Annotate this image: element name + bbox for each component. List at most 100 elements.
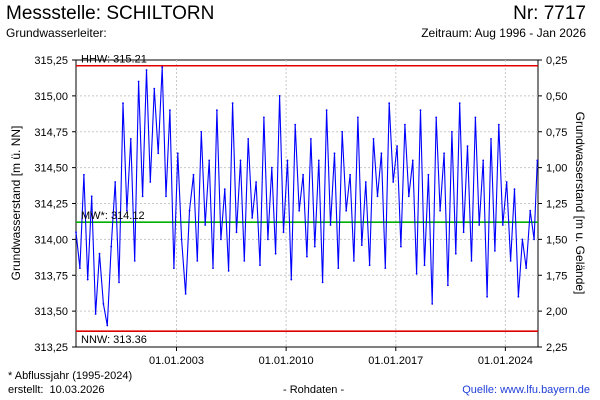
data-point — [458, 102, 461, 104]
x-tick-label: 01.01.2003 — [149, 355, 204, 367]
source-link[interactable]: Quelle: www.lfu.bayern.de — [462, 384, 590, 396]
y-tick-label-right: 2,00 — [546, 306, 567, 318]
data-point — [180, 238, 183, 241]
data-point — [411, 159, 414, 162]
data-point — [306, 255, 308, 258]
data-point — [478, 224, 481, 226]
data-point — [192, 173, 195, 176]
y-tick-label-left: 313,75 — [34, 270, 68, 282]
created-label: erstellt: — [8, 384, 44, 396]
created-date: 10.03.2026 — [49, 384, 105, 396]
data-point — [184, 293, 187, 295]
x-axis: 01.01.2003 01.01.2010 01.01.2017 01.01.2024 — [149, 347, 533, 367]
data-point — [90, 195, 93, 198]
y-tick-label-left: 315,00 — [34, 91, 68, 103]
data-point — [451, 130, 453, 133]
y-axis-right: 2,25 2,00 1,75 1,50 1,25 1,00 0,75 0,50 0,25 — [538, 55, 567, 354]
data-point — [337, 267, 340, 269]
data-point — [419, 109, 422, 112]
data-point — [243, 260, 246, 262]
station-label: Messstelle: — [6, 3, 102, 24]
data-point — [86, 278, 89, 281]
data-point — [153, 87, 156, 90]
period-value: Aug 1996 - Jan 2026 — [474, 26, 586, 40]
data-point — [494, 250, 496, 252]
data-point — [345, 209, 348, 212]
data-point — [282, 231, 285, 234]
y-tick-label-left: 315,25 — [34, 55, 68, 67]
y-tick-label-right: 2,25 — [546, 342, 567, 354]
data-point — [435, 116, 438, 119]
data-point — [376, 195, 379, 198]
data-point — [349, 173, 351, 176]
data-point — [231, 102, 234, 104]
data-point — [400, 245, 402, 248]
data-point — [443, 152, 445, 155]
station-number: Nr: 7717 — [513, 3, 586, 25]
y-axis-title-left: Grundwasserstand [m ü. NN] — [9, 126, 23, 281]
data-point — [223, 188, 226, 191]
data-point — [329, 224, 332, 226]
hhw-label: HHW: 315.21 — [81, 54, 147, 66]
data-point — [267, 238, 269, 241]
data-point — [333, 152, 336, 155]
x-tick-label: 01.01.2024 — [478, 355, 533, 367]
data-point — [368, 264, 371, 267]
data-point — [431, 303, 434, 305]
y-tick-label-left: 314,75 — [34, 127, 68, 139]
data-point — [149, 181, 152, 183]
y-tick-label-right: 0,50 — [546, 91, 567, 103]
data-point — [357, 116, 359, 119]
data-point — [286, 159, 289, 162]
y-tick-label-left: 313,25 — [34, 342, 68, 354]
data-point — [157, 152, 160, 155]
data-point — [321, 281, 324, 284]
data-point — [505, 181, 508, 183]
data-point — [110, 245, 113, 248]
aquifer-label: Grundwasserleiter: — [6, 26, 107, 40]
data-point — [380, 152, 383, 155]
data-point — [482, 159, 485, 162]
data-point — [529, 209, 532, 212]
data-point — [106, 324, 109, 327]
series-line — [75, 66, 538, 327]
data-point — [536, 159, 539, 162]
data-point — [145, 69, 148, 71]
data-point — [98, 252, 101, 255]
data-point — [353, 260, 355, 262]
series-layer — [75, 66, 539, 327]
data-point — [274, 252, 277, 255]
data-point — [325, 109, 328, 112]
data-point — [525, 267, 528, 269]
y-tick-label-right: 1,25 — [546, 199, 567, 211]
data-point — [364, 181, 367, 183]
data-point — [247, 138, 250, 140]
data-point — [102, 303, 105, 305]
created-info: erstellt: 10.03.2026 — [8, 384, 105, 396]
data-point — [313, 245, 316, 248]
data-point — [384, 267, 387, 269]
x-tick-label: 01.01.2017 — [368, 355, 423, 367]
data-point — [239, 159, 242, 162]
data-point — [470, 260, 473, 262]
data-point — [317, 159, 320, 162]
data-point — [360, 244, 363, 247]
data-point — [517, 295, 520, 298]
data-point — [259, 264, 261, 267]
data-point — [490, 138, 492, 140]
data-point — [75, 231, 77, 234]
data-point — [509, 260, 512, 262]
data-point — [220, 238, 222, 241]
number-value: 7717 — [543, 3, 586, 24]
data-point — [83, 173, 85, 176]
data-point — [462, 231, 465, 234]
y-tick-label-right: 1,50 — [546, 234, 567, 246]
data-point — [208, 159, 211, 162]
data-point — [263, 116, 265, 119]
y-tick-label-left: 314,50 — [34, 163, 68, 175]
data-point — [513, 188, 516, 191]
data-point — [212, 267, 214, 269]
data-point — [497, 123, 500, 126]
period-label: Zeitraum: — [421, 26, 472, 40]
